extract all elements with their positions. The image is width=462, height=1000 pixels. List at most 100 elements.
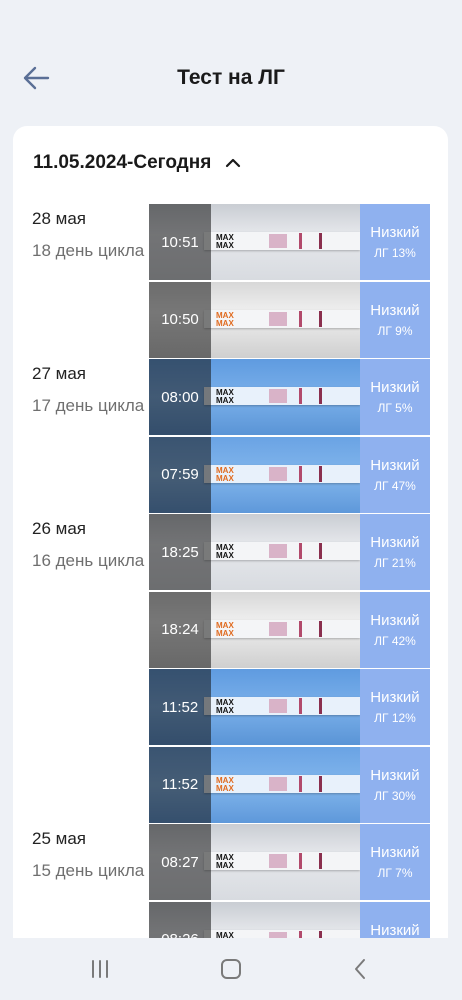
time-overlay — [149, 746, 211, 823]
test-row: MAX MAX 07:59 Низкий ЛГ 47% — [13, 436, 448, 515]
day-date: 26 мая — [32, 519, 86, 538]
result-badge[interactable]: Низкий ЛГ 21% — [360, 514, 430, 590]
result-badge[interactable]: Низкий ЛГ 12% — [360, 669, 430, 745]
result-window — [269, 699, 287, 713]
strip-max-marks: MAX MAX — [216, 930, 234, 938]
result-badge[interactable]: Низкий ЛГ 47% — [360, 436, 430, 513]
control-line — [319, 775, 322, 792]
test-strip-photo[interactable]: MAX MAX 10:50 — [149, 281, 360, 358]
strip-max-marks: MAX MAX — [216, 466, 234, 483]
system-nav-bar — [0, 938, 462, 1000]
time-overlay — [149, 669, 211, 745]
back-icon — [355, 959, 365, 979]
results-card: 11.05.2024-Сегодня 28 мая 18 день цикла … — [13, 126, 448, 938]
result-window — [269, 854, 287, 868]
test-strip-photo[interactable]: MAX MAX 08:26 — [149, 901, 360, 938]
max-mark: MAX — [216, 628, 234, 638]
result-window — [269, 234, 287, 248]
test-line — [299, 930, 302, 938]
test-strip-photo[interactable]: MAX MAX 08:27 — [149, 824, 360, 900]
test-strip-photo[interactable]: MAX MAX 08:00 — [149, 359, 360, 435]
lh-percent: ЛГ 5% — [377, 401, 413, 415]
result-badge[interactable]: Низкий ЛГ 5% — [360, 359, 430, 435]
result-level: Низкий — [370, 224, 420, 241]
test-strip-photo[interactable]: MAX MAX 11:52 — [149, 669, 360, 745]
test-list: 28 мая 18 день цикла MAX MAX 10:51 Низки… — [13, 204, 448, 938]
control-line — [319, 543, 322, 559]
date-range-toggle[interactable]: 11.05.2024-Сегодня — [33, 152, 241, 174]
time-overlay — [149, 901, 211, 938]
page-title: Тест на ЛГ — [177, 66, 285, 89]
result-level: Низкий — [370, 534, 420, 551]
max-mark: MAX — [216, 241, 234, 250]
max-mark: MAX — [216, 318, 234, 328]
test-strip-photo[interactable]: MAX MAX 10:51 — [149, 204, 360, 280]
max-mark: MAX — [216, 783, 234, 793]
cycle-day: 17 день цикла — [32, 396, 145, 415]
result-level: Низкий — [370, 379, 420, 396]
test-line — [299, 775, 302, 792]
result-level: Низкий — [370, 301, 420, 319]
back-button[interactable] — [16, 58, 56, 98]
max-mark: MAX — [216, 473, 234, 483]
result-badge[interactable]: Низкий ЛГ 7% — [360, 824, 430, 900]
control-line — [319, 310, 322, 327]
time-overlay — [149, 824, 211, 900]
lh-percent: ЛГ 13% — [374, 246, 416, 260]
test-row: MAX MAX 11:52 Низкий ЛГ 30% — [13, 746, 448, 825]
max-mark: MAX — [216, 388, 234, 397]
result-badge[interactable]: Низкий ЛГ 9% — [360, 281, 430, 358]
test-time: 10:50 — [161, 311, 199, 328]
result-badge[interactable]: Низкий ЛГ 13% — [360, 204, 430, 280]
test-time: 07:59 — [161, 466, 199, 483]
test-time: 08:00 — [161, 388, 199, 406]
max-mark: MAX — [216, 853, 234, 862]
home-button[interactable] — [211, 952, 251, 986]
max-mark: MAX — [216, 930, 234, 938]
control-line — [319, 853, 322, 869]
recent-apps-button[interactable] — [80, 952, 120, 986]
arrow-left-icon — [23, 66, 50, 90]
day-label: 26 мая 16 день цикла — [32, 518, 150, 573]
max-mark: MAX — [216, 698, 234, 707]
test-line — [299, 465, 302, 482]
lh-percent: ЛГ 30% — [374, 788, 416, 803]
test-strip-photo[interactable]: MAX MAX 18:25 — [149, 514, 360, 590]
test-row: 25 мая 15 день цикла MAX MAX 08:27 Низки… — [13, 824, 448, 902]
max-mark: MAX — [216, 620, 234, 630]
result-badge[interactable]: Низкий ЛГ 42% — [360, 591, 430, 668]
result-window — [269, 544, 287, 558]
system-back-button[interactable] — [340, 952, 380, 986]
day-label: 25 мая 15 день цикла — [32, 828, 150, 883]
result-level: Низкий — [370, 689, 420, 706]
max-mark: MAX — [216, 775, 234, 785]
result-window — [269, 466, 287, 481]
time-overlay — [149, 436, 211, 513]
test-strip-photo[interactable]: MAX MAX 11:52 — [149, 746, 360, 823]
control-line — [319, 388, 322, 404]
max-mark: MAX — [216, 551, 234, 560]
control-line — [319, 620, 322, 637]
cycle-day: 18 день цикла — [32, 241, 145, 260]
chevron-up-icon — [226, 158, 241, 168]
day-date: 25 мая — [32, 829, 86, 848]
test-strip-photo[interactable]: MAX MAX 18:24 — [149, 591, 360, 668]
strip-max-marks: MAX MAX — [216, 544, 234, 560]
control-line — [319, 698, 322, 714]
result-level: Низкий — [370, 844, 420, 861]
result-window — [269, 776, 287, 791]
time-overlay — [149, 591, 211, 668]
lh-percent: ЛГ 21% — [374, 556, 416, 570]
strip-max-marks: MAX MAX — [216, 311, 234, 328]
test-strip-photo[interactable]: MAX MAX 07:59 — [149, 436, 360, 513]
result-window — [269, 931, 287, 938]
test-line — [299, 543, 302, 559]
test-row: 27 мая 17 день цикла MAX MAX 08:00 Низки… — [13, 359, 448, 437]
result-badge[interactable]: Низкий ЛГ 30% — [360, 746, 430, 823]
result-badge[interactable]: Низкий — [360, 901, 430, 938]
strip-max-marks: MAX MAX — [216, 699, 234, 715]
lh-percent: ЛГ 7% — [377, 866, 413, 880]
test-row: 28 мая 18 день цикла MAX MAX 10:51 Низки… — [13, 204, 448, 282]
test-time: 10:51 — [161, 233, 199, 251]
test-line — [299, 698, 302, 714]
